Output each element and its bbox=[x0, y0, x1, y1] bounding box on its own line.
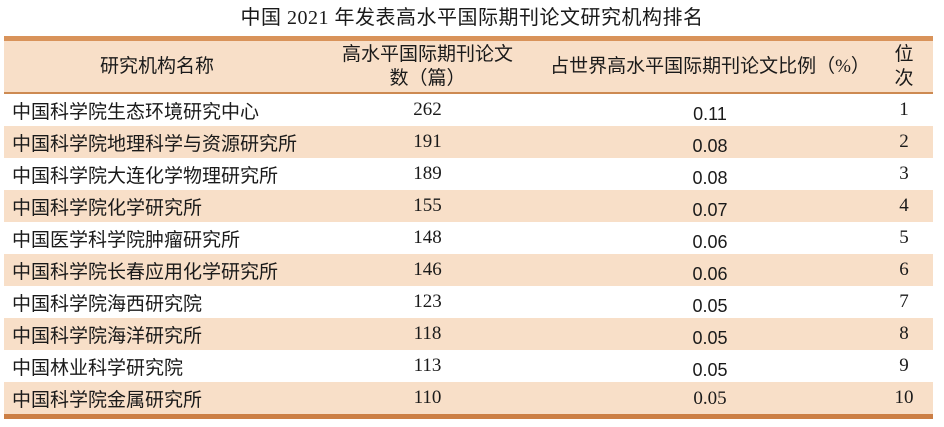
table-header-row: 研究机构名称 高水平国际期刊论文 数（篇） 占世界高水平国际期刊论文比例（%） … bbox=[4, 41, 933, 94]
institution-cell: 中国科学院地理科学与资源研究所 bbox=[12, 133, 298, 155]
institution-cell: 中国科学院大连化学物理研究所 bbox=[12, 165, 279, 187]
world-share-cell: 0.08 bbox=[692, 167, 728, 188]
rank-cell: 2 bbox=[899, 131, 909, 152]
table-row: 中国科学院化学研究所 155 0.07 4 bbox=[4, 190, 933, 222]
header-rank-line2: 次 bbox=[894, 67, 914, 89]
header-paper-count: 高水平国际期刊论文 数（篇） bbox=[310, 41, 545, 92]
header-rank: 位 次 bbox=[875, 41, 933, 92]
ranking-table: 研究机构名称 高水平国际期刊论文 数（篇） 占世界高水平国际期刊论文比例（%） … bbox=[4, 36, 933, 419]
rank-cell: 6 bbox=[899, 259, 909, 280]
world-share-cell: 0.07 bbox=[692, 199, 728, 220]
institution-cell: 中国科学院金属研究所 bbox=[12, 389, 203, 411]
table-row: 中国科学院海洋研究所 118 0.05 8 bbox=[4, 318, 933, 350]
header-paper-count-line2: 数（篇） bbox=[389, 67, 466, 89]
paper-count-cell: 189 bbox=[413, 163, 442, 184]
table-row: 中国科学院金属研究所 110 0.05 10 bbox=[4, 382, 933, 414]
institution-cell: 中国科学院生态环境研究中心 bbox=[12, 101, 260, 123]
rank-cell: 7 bbox=[899, 291, 909, 312]
institution-cell: 中国科学院海洋研究所 bbox=[12, 325, 203, 347]
world-share-cell: 0.08 bbox=[692, 135, 728, 156]
table-row: 中国科学院生态环境研究中心 262 0.11 1 bbox=[4, 94, 933, 126]
institution-cell: 中国林业科学研究院 bbox=[12, 357, 184, 379]
world-share-cell: 0.05 bbox=[693, 388, 727, 409]
world-share-cell: 0.11 bbox=[693, 103, 727, 124]
rank-cell: 8 bbox=[899, 323, 909, 344]
paper-count-cell: 123 bbox=[413, 291, 442, 312]
rank-cell: 5 bbox=[899, 227, 909, 248]
paper-count-cell: 148 bbox=[413, 227, 442, 248]
paper-count-cell: 118 bbox=[413, 323, 442, 344]
table-body: 中国科学院生态环境研究中心 262 0.11 1 中国科学院地理科学与资源研究所… bbox=[4, 94, 933, 414]
institution-cell: 中国科学院海西研究院 bbox=[12, 293, 203, 315]
header-world-share-label: 占世界高水平国际期刊论文比例（%） bbox=[550, 55, 870, 77]
table-row: 中国医学科学院肿瘤研究所 148 0.06 5 bbox=[4, 222, 933, 254]
header-paper-count-line1: 高水平国际期刊论文 bbox=[341, 43, 513, 65]
header-rank-line1: 位 bbox=[894, 43, 914, 65]
institution-cell: 中国科学院化学研究所 bbox=[12, 197, 203, 219]
table-top-border bbox=[4, 36, 933, 41]
paper-count-cell: 155 bbox=[413, 195, 442, 216]
rank-cell: 9 bbox=[899, 355, 909, 376]
table-row: 中国林业科学研究院 113 0.05 9 bbox=[4, 350, 933, 382]
world-share-cell: 0.05 bbox=[692, 327, 728, 348]
rank-cell: 4 bbox=[899, 195, 909, 216]
table-row: 中国科学院地理科学与资源研究所 191 0.08 2 bbox=[4, 126, 933, 158]
institution-cell: 中国医学科学院肿瘤研究所 bbox=[12, 229, 241, 251]
table-row: 中国科学院海西研究院 123 0.05 7 bbox=[4, 286, 933, 318]
table-row: 中国科学院长春应用化学研究所 146 0.06 6 bbox=[4, 254, 933, 286]
header-institution: 研究机构名称 bbox=[4, 41, 310, 92]
page-title: 中国 2021 年发表高水平国际期刊论文研究机构排名 bbox=[240, 7, 704, 29]
rank-cell: 3 bbox=[899, 163, 909, 184]
header-institution-label: 研究机构名称 bbox=[99, 55, 214, 77]
rank-cell: 10 bbox=[894, 387, 914, 408]
world-share-cell: 0.06 bbox=[692, 231, 728, 252]
world-share-cell: 0.06 bbox=[692, 263, 728, 284]
world-share-cell: 0.05 bbox=[692, 295, 728, 316]
rank-cell: 1 bbox=[899, 99, 909, 120]
world-share-cell: 0.05 bbox=[692, 359, 728, 380]
table-bottom-border bbox=[4, 414, 933, 419]
header-world-share: 占世界高水平国际期刊论文比例（%） bbox=[545, 41, 875, 92]
table-row: 中国科学院大连化学物理研究所 189 0.08 3 bbox=[4, 158, 933, 190]
paper-count-cell: 191 bbox=[413, 131, 442, 152]
paper-count-cell: 262 bbox=[413, 99, 442, 120]
paper-count-cell: 113 bbox=[413, 355, 442, 376]
paper-count-cell: 146 bbox=[413, 259, 442, 280]
paper-count-cell: 110 bbox=[413, 387, 442, 408]
institution-cell: 中国科学院长春应用化学研究所 bbox=[12, 261, 279, 283]
